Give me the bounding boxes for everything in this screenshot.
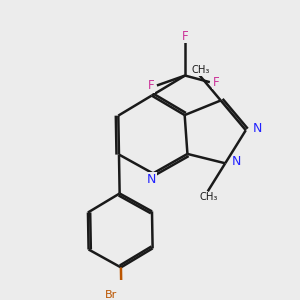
Text: N: N [147,173,156,186]
Text: F: F [182,30,188,43]
Text: CH₃: CH₃ [192,65,210,75]
Text: F: F [213,76,219,89]
Text: CH₃: CH₃ [200,193,218,202]
Text: N: N [253,122,262,135]
Text: Br: Br [105,290,117,300]
Text: N: N [232,155,242,168]
Text: F: F [148,79,154,92]
